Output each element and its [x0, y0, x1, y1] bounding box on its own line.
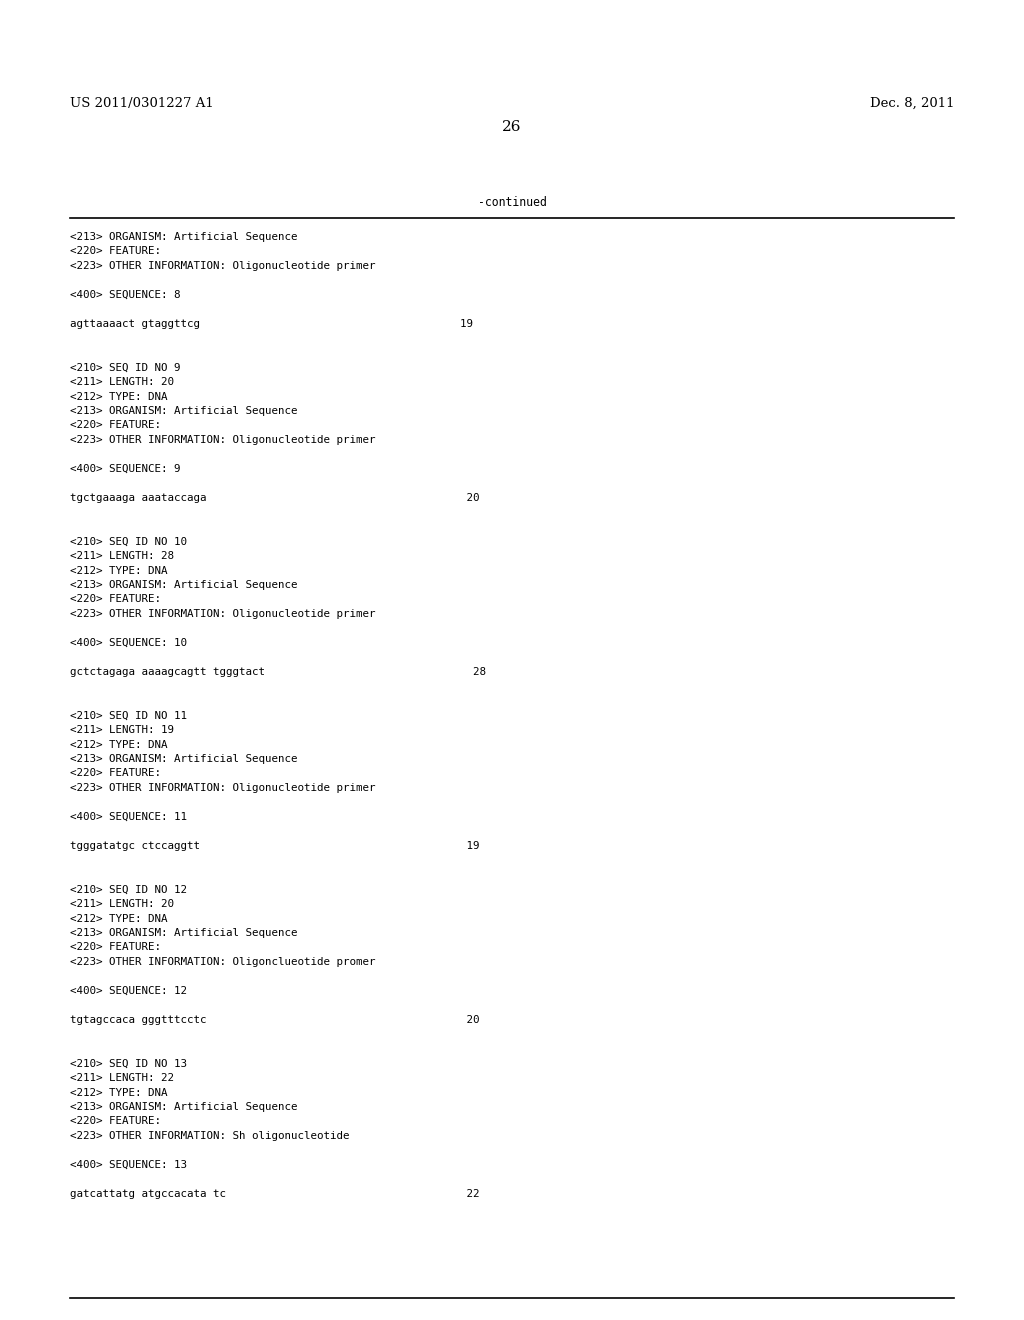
Text: <211> LENGTH: 28: <211> LENGTH: 28 — [70, 550, 174, 561]
Text: <212> TYPE: DNA: <212> TYPE: DNA — [70, 1088, 168, 1097]
Text: <223> OTHER INFORMATION: Oligonucleotide primer: <223> OTHER INFORMATION: Oligonucleotide… — [70, 609, 376, 619]
Text: agttaaaact gtaggttcg                                        19: agttaaaact gtaggttcg 19 — [70, 319, 473, 329]
Text: <223> OTHER INFORMATION: Oligonucleotide primer: <223> OTHER INFORMATION: Oligonucleotide… — [70, 783, 376, 793]
Text: <220> FEATURE:: <220> FEATURE: — [70, 768, 161, 779]
Text: <223> OTHER INFORMATION: Oligonucleotide primer: <223> OTHER INFORMATION: Oligonucleotide… — [70, 436, 376, 445]
Text: <220> FEATURE:: <220> FEATURE: — [70, 1117, 161, 1126]
Text: Dec. 8, 2011: Dec. 8, 2011 — [869, 96, 954, 110]
Text: -continued: -continued — [477, 195, 547, 209]
Text: <211> LENGTH: 19: <211> LENGTH: 19 — [70, 725, 174, 735]
Text: <220> FEATURE:: <220> FEATURE: — [70, 594, 161, 605]
Text: <213> ORGANISM: Artificial Sequence: <213> ORGANISM: Artificial Sequence — [70, 407, 298, 416]
Text: <210> SEQ ID NO 12: <210> SEQ ID NO 12 — [70, 884, 187, 895]
Text: <400> SEQUENCE: 8: <400> SEQUENCE: 8 — [70, 290, 180, 300]
Text: <213> ORGANISM: Artificial Sequence: <213> ORGANISM: Artificial Sequence — [70, 232, 298, 242]
Text: US 2011/0301227 A1: US 2011/0301227 A1 — [70, 96, 214, 110]
Text: <211> LENGTH: 22: <211> LENGTH: 22 — [70, 1073, 174, 1082]
Text: <223> OTHER INFORMATION: Sh oligonucleotide: <223> OTHER INFORMATION: Sh oligonucleot… — [70, 1131, 349, 1140]
Text: <400> SEQUENCE: 12: <400> SEQUENCE: 12 — [70, 986, 187, 997]
Text: <213> ORGANISM: Artificial Sequence: <213> ORGANISM: Artificial Sequence — [70, 579, 298, 590]
Text: <400> SEQUENCE: 11: <400> SEQUENCE: 11 — [70, 812, 187, 822]
Text: tgctgaaaga aaataccaga                                        20: tgctgaaaga aaataccaga 20 — [70, 492, 479, 503]
Text: <210> SEQ ID NO 11: <210> SEQ ID NO 11 — [70, 710, 187, 721]
Text: <400> SEQUENCE: 13: <400> SEQUENCE: 13 — [70, 1160, 187, 1170]
Text: <211> LENGTH: 20: <211> LENGTH: 20 — [70, 899, 174, 909]
Text: <212> TYPE: DNA: <212> TYPE: DNA — [70, 565, 168, 576]
Text: <211> LENGTH: 20: <211> LENGTH: 20 — [70, 378, 174, 387]
Text: <210> SEQ ID NO 9: <210> SEQ ID NO 9 — [70, 363, 180, 372]
Text: tgtagccaca gggtttcctc                                        20: tgtagccaca gggtttcctc 20 — [70, 1015, 479, 1026]
Text: <212> TYPE: DNA: <212> TYPE: DNA — [70, 392, 168, 401]
Text: <213> ORGANISM: Artificial Sequence: <213> ORGANISM: Artificial Sequence — [70, 754, 298, 764]
Text: <223> OTHER INFORMATION: Oligonclueotide promer: <223> OTHER INFORMATION: Oligonclueotide… — [70, 957, 376, 968]
Text: <213> ORGANISM: Artificial Sequence: <213> ORGANISM: Artificial Sequence — [70, 928, 298, 939]
Text: <210> SEQ ID NO 10: <210> SEQ ID NO 10 — [70, 536, 187, 546]
Text: <220> FEATURE:: <220> FEATURE: — [70, 247, 161, 256]
Text: gctctagaga aaaagcagtt tgggtact                                28: gctctagaga aaaagcagtt tgggtact 28 — [70, 667, 486, 677]
Text: <210> SEQ ID NO 13: <210> SEQ ID NO 13 — [70, 1059, 187, 1068]
Text: tgggatatgc ctccaggtt                                         19: tgggatatgc ctccaggtt 19 — [70, 841, 479, 851]
Text: 26: 26 — [502, 120, 522, 135]
Text: <400> SEQUENCE: 9: <400> SEQUENCE: 9 — [70, 465, 180, 474]
Text: <220> FEATURE:: <220> FEATURE: — [70, 421, 161, 430]
Text: <213> ORGANISM: Artificial Sequence: <213> ORGANISM: Artificial Sequence — [70, 1102, 298, 1111]
Text: <400> SEQUENCE: 10: <400> SEQUENCE: 10 — [70, 638, 187, 648]
Text: <223> OTHER INFORMATION: Oligonucleotide primer: <223> OTHER INFORMATION: Oligonucleotide… — [70, 261, 376, 271]
Text: <220> FEATURE:: <220> FEATURE: — [70, 942, 161, 953]
Text: gatcattatg atgccacata tc                                     22: gatcattatg atgccacata tc 22 — [70, 1189, 479, 1199]
Text: <212> TYPE: DNA: <212> TYPE: DNA — [70, 913, 168, 924]
Text: <212> TYPE: DNA: <212> TYPE: DNA — [70, 739, 168, 750]
